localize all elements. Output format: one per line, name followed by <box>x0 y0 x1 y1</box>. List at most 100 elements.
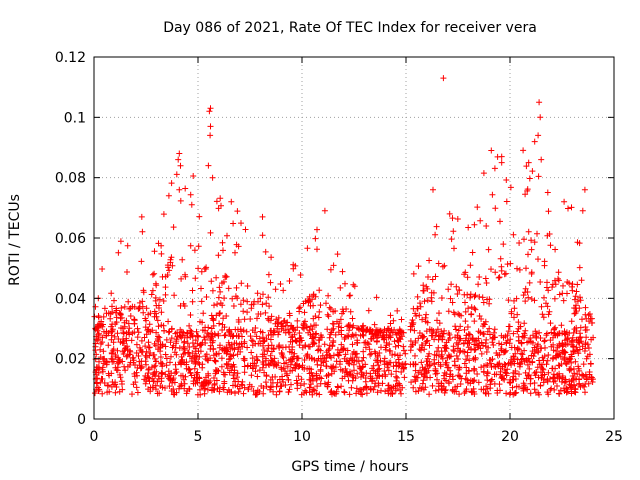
data-point <box>331 368 338 375</box>
data-point <box>347 292 354 299</box>
data-point <box>176 385 182 392</box>
data-point <box>330 325 337 332</box>
data-point <box>471 305 478 312</box>
data-point <box>440 372 447 379</box>
data-point <box>301 366 308 372</box>
data-point <box>385 325 392 332</box>
data-point <box>537 335 544 341</box>
data-point <box>291 350 298 357</box>
data-point <box>103 332 110 339</box>
data-point <box>468 311 475 317</box>
data-point <box>533 330 540 337</box>
data-point <box>205 372 212 379</box>
data-point <box>356 365 363 371</box>
data-point <box>570 343 577 350</box>
data-point <box>503 177 510 183</box>
data-point <box>297 382 304 389</box>
data-point <box>235 319 242 325</box>
data-point <box>407 338 414 344</box>
data-point <box>424 355 431 362</box>
data-point <box>189 340 196 346</box>
data-point <box>202 324 209 331</box>
data-point <box>544 279 550 286</box>
data-point <box>418 347 424 354</box>
data-point <box>327 266 334 273</box>
data-point <box>217 300 224 307</box>
data-point <box>524 339 531 346</box>
data-point <box>135 353 142 359</box>
data-point <box>160 298 167 304</box>
data-point <box>418 359 425 366</box>
data-point <box>278 383 285 390</box>
data-point <box>335 323 342 330</box>
data-point <box>582 327 589 334</box>
data-point <box>488 378 494 384</box>
data-point <box>553 348 560 354</box>
data-point <box>138 363 145 370</box>
data-point <box>549 284 556 291</box>
data-point <box>300 300 307 307</box>
data-point <box>359 391 366 398</box>
data-point <box>418 371 425 378</box>
data-point <box>196 361 203 368</box>
data-point <box>257 295 264 302</box>
data-point <box>470 385 477 392</box>
data-point <box>506 391 513 398</box>
data-point <box>395 342 402 349</box>
data-point <box>408 379 415 386</box>
data-point <box>445 286 452 293</box>
data-point <box>321 341 328 348</box>
data-point <box>420 287 427 294</box>
data-point <box>263 300 270 307</box>
data-point <box>394 337 401 344</box>
data-point <box>344 371 351 378</box>
data-point <box>582 304 589 311</box>
data-point <box>415 335 422 342</box>
data-point <box>232 249 238 256</box>
data-point <box>128 337 135 344</box>
data-point <box>557 387 564 394</box>
y-tick-label: 0.02 <box>55 352 86 368</box>
data-point <box>466 331 473 338</box>
data-point <box>151 369 158 376</box>
data-point <box>114 347 121 354</box>
data-point <box>267 279 274 286</box>
data-point <box>275 331 282 338</box>
data-point <box>173 171 180 178</box>
data-point <box>286 312 293 319</box>
data-point <box>387 312 394 319</box>
data-point <box>543 284 550 291</box>
data-point <box>526 365 533 372</box>
data-point <box>387 320 394 327</box>
data-point <box>110 339 117 346</box>
data-point <box>302 318 308 325</box>
data-point <box>223 273 230 280</box>
data-point <box>407 323 414 330</box>
data-point <box>416 330 423 336</box>
data-point <box>114 364 121 371</box>
data-point <box>329 342 336 349</box>
data-point <box>274 323 281 330</box>
data-point <box>105 382 112 389</box>
data-point <box>105 342 112 349</box>
data-point <box>218 363 225 370</box>
data-point <box>156 334 163 341</box>
data-point <box>374 389 381 396</box>
data-point <box>525 372 532 379</box>
data-point <box>407 347 414 354</box>
data-point <box>549 365 556 372</box>
data-point <box>202 353 209 360</box>
data-point <box>375 382 382 389</box>
data-point <box>472 292 479 299</box>
data-point <box>223 313 230 319</box>
data-point <box>574 239 581 246</box>
data-point <box>440 330 447 337</box>
data-point <box>496 351 503 358</box>
data-point <box>145 339 152 346</box>
data-point <box>127 313 134 319</box>
data-point <box>468 345 474 352</box>
data-point <box>229 345 236 352</box>
data-point <box>581 348 588 354</box>
data-point <box>510 373 517 380</box>
data-point <box>587 360 594 367</box>
